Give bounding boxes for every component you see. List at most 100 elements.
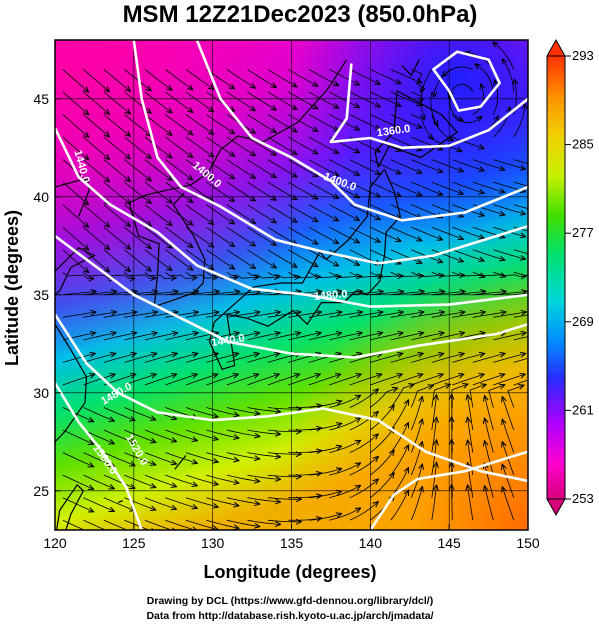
- streamline: [485, 396, 494, 431]
- streamline: [411, 69, 422, 92]
- streamline: [390, 423, 409, 453]
- streamline: [411, 291, 444, 296]
- streamline: [124, 271, 155, 278]
- streamline: [103, 354, 136, 363]
- streamline: [329, 396, 360, 408]
- streamline: [206, 407, 238, 416]
- streamline: [247, 271, 279, 278]
- streamline: [206, 226, 234, 246]
- streamline: [431, 395, 437, 431]
- streamline: [103, 181, 130, 204]
- streamline: [165, 474, 197, 486]
- streamline: [370, 181, 400, 196]
- streamline: [83, 519, 114, 530]
- streamline: [308, 91, 339, 108]
- streamline: [370, 204, 400, 219]
- streamline: [452, 181, 484, 193]
- streamline: [165, 354, 197, 363]
- streamline: [452, 159, 484, 171]
- streamline: [411, 354, 443, 363]
- streamline: [452, 395, 453, 431]
- streamline: [226, 474, 260, 481]
- streamline: [185, 271, 217, 278]
- streamline: [247, 312, 280, 318]
- streamline: [493, 374, 525, 386]
- streamline: [493, 312, 526, 318]
- streamline: [288, 333, 321, 341]
- streamline: [144, 452, 176, 464]
- streamline: [288, 249, 317, 267]
- streamline: [430, 91, 438, 126]
- colorbar-label: 261: [572, 402, 594, 417]
- streamline: [83, 249, 109, 272]
- contour-line: [195, 40, 528, 222]
- streamline: [206, 354, 238, 363]
- streamline: [370, 159, 400, 174]
- streamline: [165, 429, 197, 441]
- streamline: [411, 271, 443, 276]
- streamline: [431, 249, 463, 262]
- streamline: [431, 159, 463, 172]
- streamline: [247, 474, 280, 479]
- streamline: [206, 474, 238, 483]
- streamline: [144, 114, 172, 136]
- streamline: [475, 64, 494, 92]
- streamline: [308, 446, 342, 453]
- streamline: [267, 136, 297, 154]
- streamline: [124, 136, 150, 158]
- streamline: [513, 181, 528, 187]
- streamline: [370, 91, 400, 106]
- streamline: [62, 519, 93, 530]
- contour-line: [132, 40, 528, 265]
- streamline: [124, 333, 156, 341]
- streamline: [247, 114, 276, 133]
- streamline: [103, 407, 135, 421]
- streamline: [267, 159, 297, 177]
- streamline: [83, 474, 114, 489]
- colorbar-label: 277: [572, 225, 594, 240]
- streamline: [83, 407, 114, 422]
- y-axis-ticks: 25 30 35 40 45: [33, 91, 61, 499]
- streamline: [452, 136, 483, 148]
- streamline: [329, 136, 359, 152]
- coastline: [56, 483, 85, 530]
- streamline: [329, 463, 360, 476]
- streamline: [329, 312, 362, 318]
- streamline: [206, 519, 238, 528]
- colorbar-label: 285: [572, 137, 594, 152]
- streamline: [452, 291, 485, 296]
- streamline: [329, 226, 359, 242]
- streamline: [390, 312, 424, 318]
- streamline: [329, 418, 360, 431]
- streamline: [83, 204, 109, 227]
- streamline: [472, 271, 505, 276]
- streamline: [308, 114, 339, 131]
- streamline: [206, 271, 237, 278]
- streamline: [144, 374, 177, 386]
- streamline: [468, 418, 474, 453]
- contour-line: [55, 127, 528, 308]
- streamline: [83, 226, 109, 249]
- streamline: [226, 333, 259, 341]
- streamline: [267, 333, 300, 341]
- streamline: [103, 91, 130, 114]
- streamline: [247, 333, 279, 341]
- streamline: [267, 312, 301, 318]
- streamline: [308, 354, 341, 363]
- streamline: [62, 333, 95, 341]
- streamline: [390, 69, 422, 82]
- streamline: [226, 312, 260, 318]
- streamline: [370, 333, 403, 341]
- x-tick-label: 140: [359, 535, 383, 551]
- streamline: [83, 354, 115, 363]
- streamline: [144, 226, 172, 248]
- streamline: [103, 69, 130, 91]
- streamline: [124, 159, 150, 181]
- x-axis-ticks: 120 125 130 135 140 145 150: [43, 524, 540, 551]
- streamline: [370, 451, 394, 476]
- streamline: [431, 440, 437, 476]
- streamline: [267, 181, 297, 199]
- streamline: [165, 519, 197, 530]
- colorbar-label: 293: [572, 48, 594, 63]
